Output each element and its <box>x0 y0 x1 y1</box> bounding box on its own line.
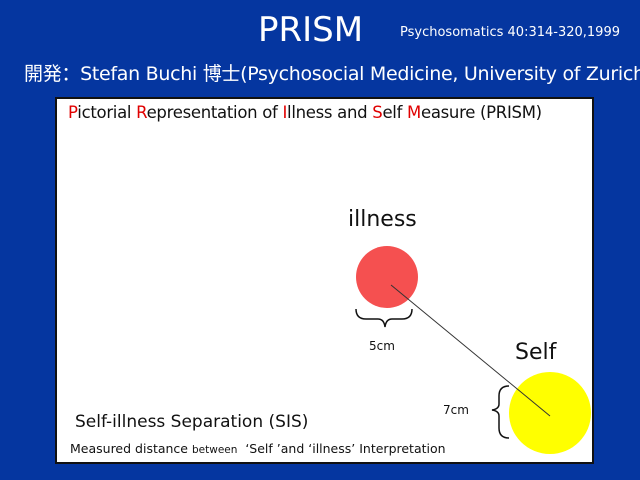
separation-line <box>390 284 551 417</box>
diagram-subtitle: Pictorial Representation of Illness and … <box>68 103 542 122</box>
accent-letter: R <box>136 103 147 122</box>
developer-line: 開発：Stefan Buchi 博士(Psychosocial Medicine… <box>24 63 640 85</box>
reference-citation: Psychosomatics 40:314-320,1999 <box>400 25 620 40</box>
accent-letter: S <box>372 103 383 122</box>
measured-suffix: ‘Self ’and ‘illness’ Interpretation <box>237 441 446 456</box>
self-circle <box>509 372 591 454</box>
measured-prefix: Measured distance <box>70 441 192 456</box>
illness-label: illness <box>348 207 417 232</box>
slide-title: PRISM <box>258 10 364 50</box>
diagram-panel <box>55 97 594 464</box>
subtitle-text: epresentation of <box>146 103 283 122</box>
self-diameter-label: 7cm <box>443 403 469 417</box>
accent-letter: M <box>407 103 421 122</box>
sis-description: Measured distance between ‘Self ’and ‘il… <box>70 441 446 456</box>
accent-letter: I <box>282 103 288 122</box>
illness-diameter-label: 5cm <box>369 339 395 353</box>
illness-diameter-brace <box>355 308 413 328</box>
self-diameter-brace <box>491 385 510 439</box>
self-label: Self <box>515 340 557 365</box>
illness-circle <box>356 246 418 308</box>
subtitle-text: elf <box>382 103 408 122</box>
subtitle-text: easure (PRISM) <box>420 103 542 122</box>
subtitle-text: llness and <box>287 103 373 122</box>
subtitle-text: ictorial <box>77 103 137 122</box>
measured-between: between <box>191 444 238 456</box>
accent-letter: P <box>68 103 78 122</box>
sis-heading: Self-illness Separation (SIS) <box>75 412 309 432</box>
